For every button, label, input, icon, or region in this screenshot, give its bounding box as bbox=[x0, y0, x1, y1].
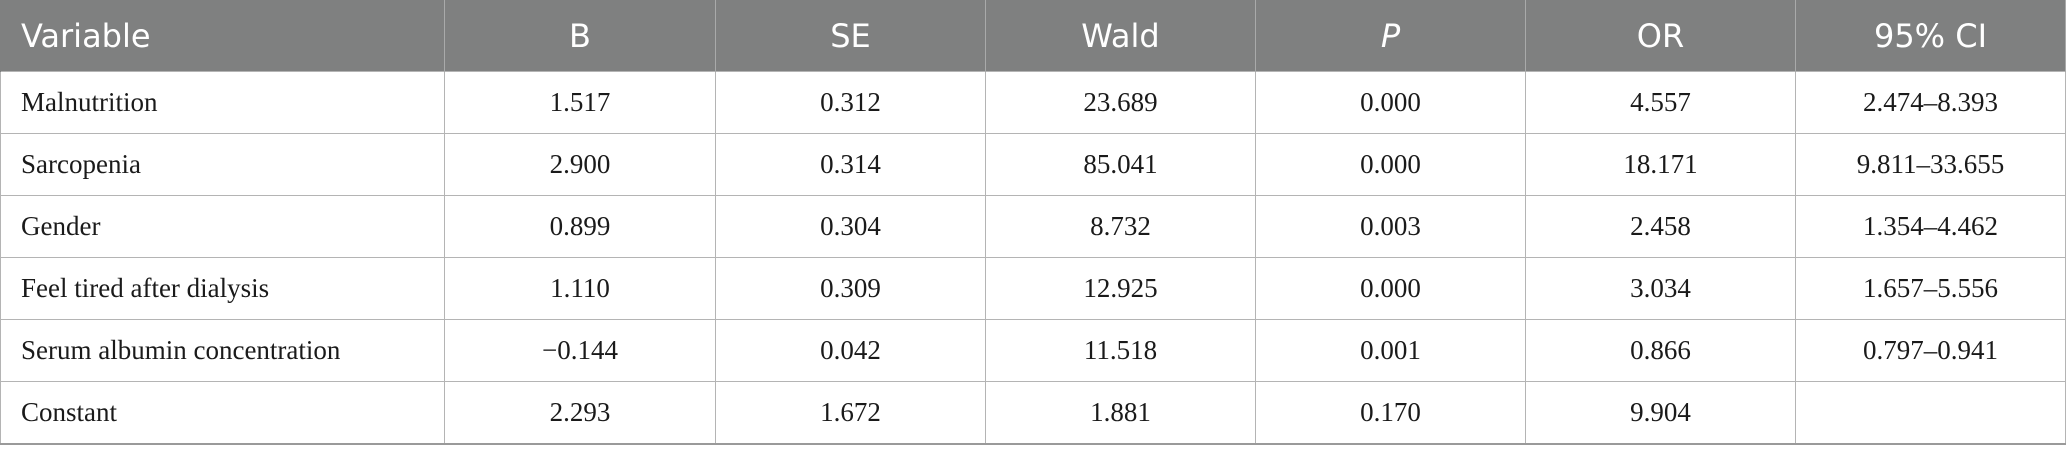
header-wald: Wald bbox=[985, 0, 1256, 72]
table-row: Sarcopenia 2.900 0.314 85.041 0.000 18.1… bbox=[0, 133, 2066, 196]
cell-b: −0.144 bbox=[444, 319, 716, 382]
cell-wald: 11.518 bbox=[985, 319, 1256, 382]
header-p-label: P bbox=[1380, 16, 1401, 55]
header-p: P bbox=[1255, 0, 1526, 72]
table-header: Variable B SE Wald P OR 95% CI bbox=[0, 0, 2066, 72]
cell-se: 0.304 bbox=[715, 195, 986, 258]
cell-b: 0.899 bbox=[444, 195, 716, 258]
cell-ci: 1.657–5.556 bbox=[1795, 257, 2066, 320]
regression-table: Variable B SE Wald P OR 95% CI Malnutrit… bbox=[0, 0, 2066, 445]
cell-ci: 0.797–0.941 bbox=[1795, 319, 2066, 382]
cell-p: 0.003 bbox=[1255, 195, 1526, 258]
cell-variable: Serum albumin concentration bbox=[0, 319, 445, 382]
cell-p: 0.000 bbox=[1255, 257, 1526, 320]
cell-se: 0.309 bbox=[715, 257, 986, 320]
cell-or: 0.866 bbox=[1525, 319, 1796, 382]
cell-ci: 1.354–4.462 bbox=[1795, 195, 2066, 258]
cell-variable: Feel tired after dialysis bbox=[0, 257, 445, 320]
header-se: SE bbox=[715, 0, 986, 72]
cell-b: 2.293 bbox=[444, 381, 716, 445]
table-row: Serum albumin concentration −0.144 0.042… bbox=[0, 319, 2066, 382]
header-b: B bbox=[444, 0, 716, 72]
cell-b: 1.517 bbox=[444, 71, 716, 134]
cell-variable: Sarcopenia bbox=[0, 133, 445, 196]
cell-variable: Malnutrition bbox=[0, 71, 445, 134]
cell-or: 18.171 bbox=[1525, 133, 1796, 196]
cell-se: 1.672 bbox=[715, 381, 986, 445]
cell-p: 0.000 bbox=[1255, 71, 1526, 134]
cell-or: 9.904 bbox=[1525, 381, 1796, 445]
cell-wald: 8.732 bbox=[985, 195, 1256, 258]
cell-se: 0.312 bbox=[715, 71, 986, 134]
cell-wald: 85.041 bbox=[985, 133, 1256, 196]
cell-wald: 12.925 bbox=[985, 257, 1256, 320]
cell-ci: 9.811–33.655 bbox=[1795, 133, 2066, 196]
cell-variable: Constant bbox=[0, 381, 445, 445]
cell-p: 0.001 bbox=[1255, 319, 1526, 382]
cell-ci bbox=[1795, 381, 2066, 445]
regression-table-container: Variable B SE Wald P OR 95% CI Malnutrit… bbox=[0, 0, 2066, 445]
cell-se: 0.314 bbox=[715, 133, 986, 196]
header-ci: 95% CI bbox=[1795, 0, 2066, 72]
cell-p: 0.170 bbox=[1255, 381, 1526, 445]
cell-or: 2.458 bbox=[1525, 195, 1796, 258]
header-row: Variable B SE Wald P OR 95% CI bbox=[0, 0, 2066, 72]
cell-or: 4.557 bbox=[1525, 71, 1796, 134]
cell-b: 2.900 bbox=[444, 133, 716, 196]
table-row: Malnutrition 1.517 0.312 23.689 0.000 4.… bbox=[0, 71, 2066, 134]
table-row: Constant 2.293 1.672 1.881 0.170 9.904 bbox=[0, 381, 2066, 445]
cell-b: 1.110 bbox=[444, 257, 716, 320]
header-variable: Variable bbox=[0, 0, 445, 72]
table-row: Gender 0.899 0.304 8.732 0.003 2.458 1.3… bbox=[0, 195, 2066, 258]
cell-ci: 2.474–8.393 bbox=[1795, 71, 2066, 134]
cell-or: 3.034 bbox=[1525, 257, 1796, 320]
header-or: OR bbox=[1525, 0, 1796, 72]
cell-se: 0.042 bbox=[715, 319, 986, 382]
cell-variable: Gender bbox=[0, 195, 445, 258]
cell-p: 0.000 bbox=[1255, 133, 1526, 196]
cell-wald: 1.881 bbox=[985, 381, 1256, 445]
table-body: Malnutrition 1.517 0.312 23.689 0.000 4.… bbox=[0, 71, 2066, 445]
cell-wald: 23.689 bbox=[985, 71, 1256, 134]
table-row: Feel tired after dialysis 1.110 0.309 12… bbox=[0, 257, 2066, 320]
